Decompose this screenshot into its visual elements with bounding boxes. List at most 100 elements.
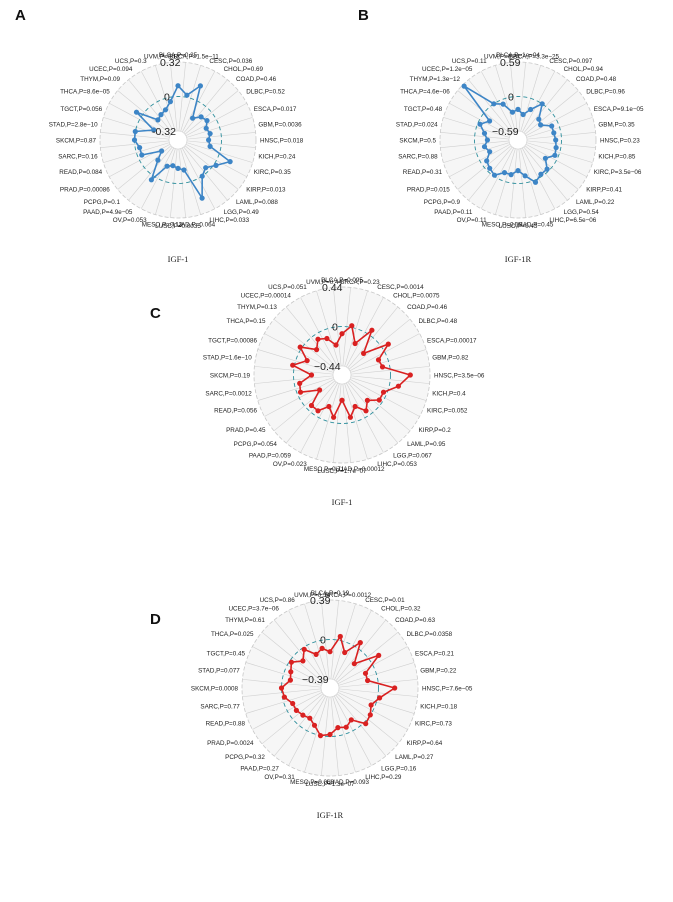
radar-category-label: PCPG,P=0.32 bbox=[225, 754, 265, 761]
radar-point-pcpg bbox=[300, 712, 306, 718]
radar-point-ov bbox=[311, 722, 318, 728]
radar-point-thca bbox=[487, 118, 493, 124]
radar-category-label: LUAD,P=0.00012 bbox=[335, 466, 385, 473]
radar-point-uvm bbox=[319, 645, 325, 652]
radar-point-sarc bbox=[281, 694, 287, 700]
radar-point-ucs bbox=[500, 101, 506, 107]
radar-point-kich bbox=[553, 145, 559, 151]
radar-tick-label: −0.39 bbox=[302, 674, 329, 686]
radar-point-uvm bbox=[333, 342, 339, 348]
radar-point-meso bbox=[508, 172, 514, 178]
radar-point-hnsc bbox=[392, 685, 398, 691]
radar-point-tgct bbox=[288, 669, 294, 675]
radar-grid-line bbox=[480, 147, 515, 209]
radar-grid-line bbox=[332, 696, 356, 773]
radar-category-label: THYM,P=0.61 bbox=[225, 617, 265, 624]
radar-point-pcpg bbox=[308, 402, 315, 409]
radar-point-thca bbox=[297, 344, 303, 350]
radar-category-label: GBM,P=0.22 bbox=[420, 668, 457, 675]
radar-point-ucec bbox=[315, 336, 321, 342]
radar-category-label: ESCA,P=9.1e−05 bbox=[594, 106, 644, 113]
radar-point-luad bbox=[522, 173, 528, 179]
radar-point-esca bbox=[549, 123, 555, 129]
radar-category-label: BLCA,P=0.095 bbox=[321, 277, 363, 284]
radar-tick-label: −0.59 bbox=[492, 126, 519, 138]
radar-category-label: LAML,P=0.95 bbox=[407, 441, 446, 448]
radar-point-ucec bbox=[491, 101, 497, 107]
panel-letter: A bbox=[15, 7, 26, 24]
radar-point-prad bbox=[293, 707, 299, 714]
radar-point-blca bbox=[327, 649, 333, 655]
radar-category-label: PRAD,P=0.015 bbox=[407, 187, 450, 194]
radar-point-cesc bbox=[352, 340, 358, 347]
radar-category-label: TGCT,P=0.00086 bbox=[208, 337, 257, 344]
radar-point-luad bbox=[181, 167, 187, 173]
radar-point-laml bbox=[363, 721, 369, 727]
radar-category-label: COAD,P=0.46 bbox=[236, 76, 277, 83]
radar-point-hnsc bbox=[553, 137, 559, 143]
radar-category-label: READ,P=0.88 bbox=[206, 721, 246, 728]
radar-category-label: SKCM,P=0.87 bbox=[56, 138, 97, 145]
radar-category-label: BRCA,P=3.3e−25 bbox=[509, 54, 560, 61]
radar-category-label: LUAD,P=0.064 bbox=[173, 221, 216, 228]
radar-hub bbox=[320, 678, 340, 698]
radar-point-kirc bbox=[380, 389, 387, 395]
radar-grid-line bbox=[273, 619, 325, 682]
radar-category-label: CHOL,P=0.69 bbox=[224, 66, 264, 73]
radar-category-label: SKCM,P=0.5 bbox=[399, 138, 436, 145]
radar-point-kirc bbox=[552, 152, 558, 158]
radar-point-cesc bbox=[197, 83, 203, 89]
radar-grid-line bbox=[245, 662, 322, 686]
radar-point-ucs bbox=[162, 107, 169, 113]
radar-category-label: LIHC,P=6.5e−06 bbox=[549, 217, 596, 224]
radar-category-label: OV,P=0.11 bbox=[457, 217, 487, 224]
radar-point-blca bbox=[339, 331, 345, 337]
radar-point-paad bbox=[315, 408, 321, 414]
radar-category-label: PCPG,P=0.054 bbox=[234, 441, 278, 448]
radar-category-label: CESC,P=0.01 bbox=[365, 597, 405, 604]
radar-category-label: PAAD,P=4.9e−05 bbox=[83, 209, 133, 216]
radar-category-label: STAD,P=0.077 bbox=[198, 668, 240, 675]
radar-point-ucec bbox=[158, 112, 164, 118]
radar-category-label: HNSC,P=0.018 bbox=[260, 138, 304, 145]
radar-grid-line bbox=[524, 90, 579, 135]
radar-category-label: MESO,P=0.068 bbox=[290, 779, 334, 786]
radar-category-label: SARC,P=0.0012 bbox=[205, 390, 252, 397]
radar-point-chol bbox=[539, 101, 545, 107]
radar-category-label: PAAD,P=0.11 bbox=[434, 209, 473, 216]
radar-point-lgg bbox=[199, 173, 205, 179]
radar-grid-line bbox=[155, 148, 176, 215]
radar-point-thym bbox=[314, 347, 320, 353]
radar-point-coad bbox=[361, 350, 367, 356]
radar-hub bbox=[332, 365, 352, 385]
gene-caption: IGF-1R bbox=[317, 810, 344, 820]
radar-category-label: BLCA,P=0.25 bbox=[159, 52, 198, 59]
radar-panel-B: 0.59 0 −0.59 BLCA,P=1e−04BRCA,P=3.3e−25CESC… bbox=[358, 7, 644, 264]
radar-point-brca bbox=[349, 323, 355, 329]
radar-category-label: THCA,P=0.15 bbox=[226, 318, 266, 325]
radar-category-label: PCPG,P=0.1 bbox=[84, 199, 121, 206]
radar-point-lusc bbox=[175, 165, 181, 171]
radar-grid-line bbox=[128, 79, 173, 134]
radar-category-label: THYM,P=0.13 bbox=[237, 304, 277, 311]
radar-grid-line bbox=[170, 62, 178, 132]
radar-category-label: LUSC,P=1.7e−07 bbox=[317, 468, 367, 475]
radar-grid-line bbox=[185, 102, 247, 137]
radar-category-label: THCA,P=0.025 bbox=[211, 631, 254, 638]
radar-point-gbm bbox=[379, 364, 386, 370]
radar-grid-line bbox=[285, 306, 337, 369]
radar-category-label: STAD,P=2.8e−10 bbox=[49, 122, 98, 129]
radar-point-stad bbox=[287, 677, 293, 683]
radar-grid-line bbox=[348, 380, 411, 432]
radar-grid-line bbox=[443, 142, 510, 163]
radar-category-label: KICH,P=0.24 bbox=[258, 154, 295, 161]
gene-caption: IGF-1R bbox=[505, 254, 532, 264]
radar-grid-line bbox=[273, 380, 336, 432]
radar-point-coad bbox=[351, 661, 357, 667]
radar-hub bbox=[168, 130, 188, 150]
radar-point-brca bbox=[520, 111, 526, 118]
radar-tick-label: 0.44 bbox=[322, 282, 343, 294]
radar-category-label: UCS,P=0.3 bbox=[115, 58, 147, 65]
radar-grid-line bbox=[140, 147, 175, 209]
radar-grid-line bbox=[457, 90, 512, 135]
